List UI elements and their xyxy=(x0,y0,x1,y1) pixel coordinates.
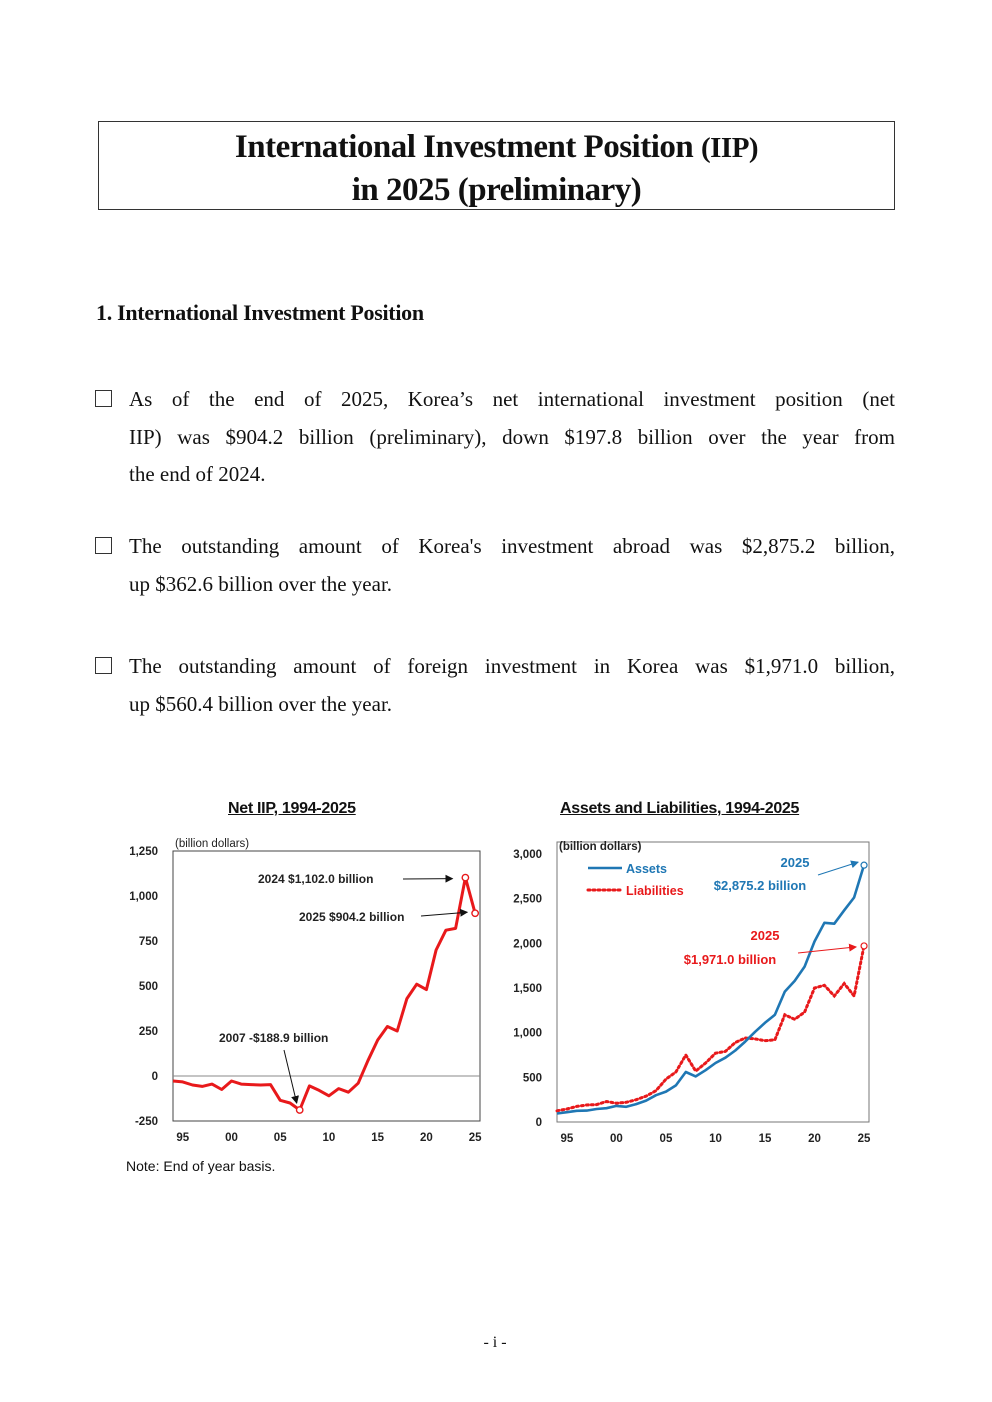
liabilities-end-point xyxy=(860,942,868,950)
annotation-liabilities-value: $1,971.0 billion xyxy=(684,952,777,967)
x-tick-label: 05 xyxy=(274,1132,287,1144)
assets-end-point xyxy=(860,861,868,869)
annotation-arrow-2007 xyxy=(283,1049,299,1104)
paragraph-line: up $362.6 billion over the year. xyxy=(129,571,393,596)
x-tick-label: 20 xyxy=(808,1133,821,1145)
unit-label: (billion dollars) xyxy=(175,838,249,850)
y-tick-label: 0 xyxy=(152,1071,158,1083)
x-tick-label: 10 xyxy=(709,1133,722,1145)
annotation-2025: 2025 $904.2 billion xyxy=(299,910,404,924)
x-tick-label: 20 xyxy=(420,1132,433,1144)
section-heading: 1. International Investment Position xyxy=(96,300,424,325)
y-tick-label: 2,000 xyxy=(513,938,542,950)
plot-frame xyxy=(556,841,870,1123)
annotation-assets-arrow xyxy=(817,860,859,876)
y-tick-label: 1,000 xyxy=(129,891,158,903)
y-tick-label: 1,000 xyxy=(513,1028,542,1040)
x-tick-label: 00 xyxy=(225,1132,238,1144)
net-iip-chart: (billion dollars)1,2501,0007505002500-25… xyxy=(129,838,482,1144)
paragraph-line: IIP) was $904.2 billion (preliminary), d… xyxy=(129,424,895,449)
x-tick-label: 05 xyxy=(660,1133,673,1145)
x-tick-label: 00 xyxy=(610,1133,623,1145)
annotation-2007: 2007 -$188.9 billion xyxy=(219,1031,328,1045)
paragraph-line: up $560.4 billion over the year. xyxy=(129,691,393,716)
paragraph-line: The outstanding amount of Korea's invest… xyxy=(129,534,895,558)
paragraph-line: The outstanding amount of foreign invest… xyxy=(129,654,895,678)
paragraph-3: The outstanding amount of foreign invest… xyxy=(95,648,895,723)
liabilities-line xyxy=(555,944,866,1113)
paragraph-1: As of the end of 2025, Korea’s net inter… xyxy=(95,381,895,494)
annotation-assets-year: 2025 xyxy=(781,855,810,870)
y-tick-label: 500 xyxy=(523,1072,542,1084)
title-abbrev: (IIP) xyxy=(700,132,759,164)
assets-liabilities-chart: (billion dollars) 3,000 2,500 2,000 1,500 1,0… xyxy=(513,841,871,1145)
y-tick-label: 750 xyxy=(139,936,158,948)
chart-title-assets-liabilities: Assets and Liabilities, 1994-2025 xyxy=(560,800,800,817)
checkbox-bullet-icon xyxy=(95,657,112,674)
x-tick-label: 25 xyxy=(858,1133,871,1145)
checkbox-bullet-icon xyxy=(95,390,112,407)
y-tick-label: 1,250 xyxy=(129,846,158,858)
y-tick-label: 0 xyxy=(536,1117,542,1129)
page-number: - i - xyxy=(483,1334,507,1351)
legend-liabilities-label: Liabilities xyxy=(626,884,684,898)
y-tick-label: 500 xyxy=(139,981,158,993)
title-line-1: International Investment Position (IIP) xyxy=(99,126,894,169)
net-iip-line xyxy=(172,876,477,1112)
x-tick-label: 15 xyxy=(759,1133,772,1145)
title-box: International Investment Position (IIP) … xyxy=(98,121,895,210)
x-tick-label: 25 xyxy=(469,1132,482,1144)
chart-title-net-iip: Net IIP, 1994-2025 xyxy=(228,800,356,817)
plot-frame xyxy=(172,850,481,1122)
highlight-point xyxy=(295,1106,304,1114)
annotation-2024: 2024 $1,102.0 billion xyxy=(258,872,373,886)
title-line-2: in 2025 (preliminary) xyxy=(351,172,642,208)
annotation-assets-value: $2,875.2 billion xyxy=(714,878,807,893)
x-tick-label: 95 xyxy=(561,1133,574,1145)
paragraph-2: The outstanding amount of Korea's invest… xyxy=(95,528,895,603)
y-tick-label: 3,000 xyxy=(513,849,542,861)
annotation-liabilities-arrow xyxy=(797,943,858,954)
paragraph-line: As of the end of 2025, Korea’s net inter… xyxy=(129,387,895,411)
x-tick-label: 10 xyxy=(323,1132,336,1144)
highlight-point xyxy=(471,909,480,918)
y-tick-label: 1,500 xyxy=(513,983,542,995)
chart-note: Note: End of year basis. xyxy=(126,1158,276,1174)
y-tick-label: 250 xyxy=(139,1026,158,1038)
checkbox-bullet-icon xyxy=(95,537,112,554)
y-tick-label: 2,500 xyxy=(513,894,542,906)
legend-assets-label: Assets xyxy=(626,862,667,876)
title-main: International Investment Position xyxy=(234,129,694,165)
annotation-liabilities-year: 2025 xyxy=(751,928,780,943)
assets-line xyxy=(556,864,866,1115)
unit-label: (billion dollars) xyxy=(559,841,642,853)
paragraph-line: the end of 2024. xyxy=(129,462,266,486)
highlight-point xyxy=(461,873,470,882)
x-tick-label: 95 xyxy=(176,1132,189,1144)
x-tick-label: 15 xyxy=(371,1132,384,1144)
annotation-arrow-2025 xyxy=(420,908,469,917)
y-tick-label: -250 xyxy=(135,1116,158,1128)
